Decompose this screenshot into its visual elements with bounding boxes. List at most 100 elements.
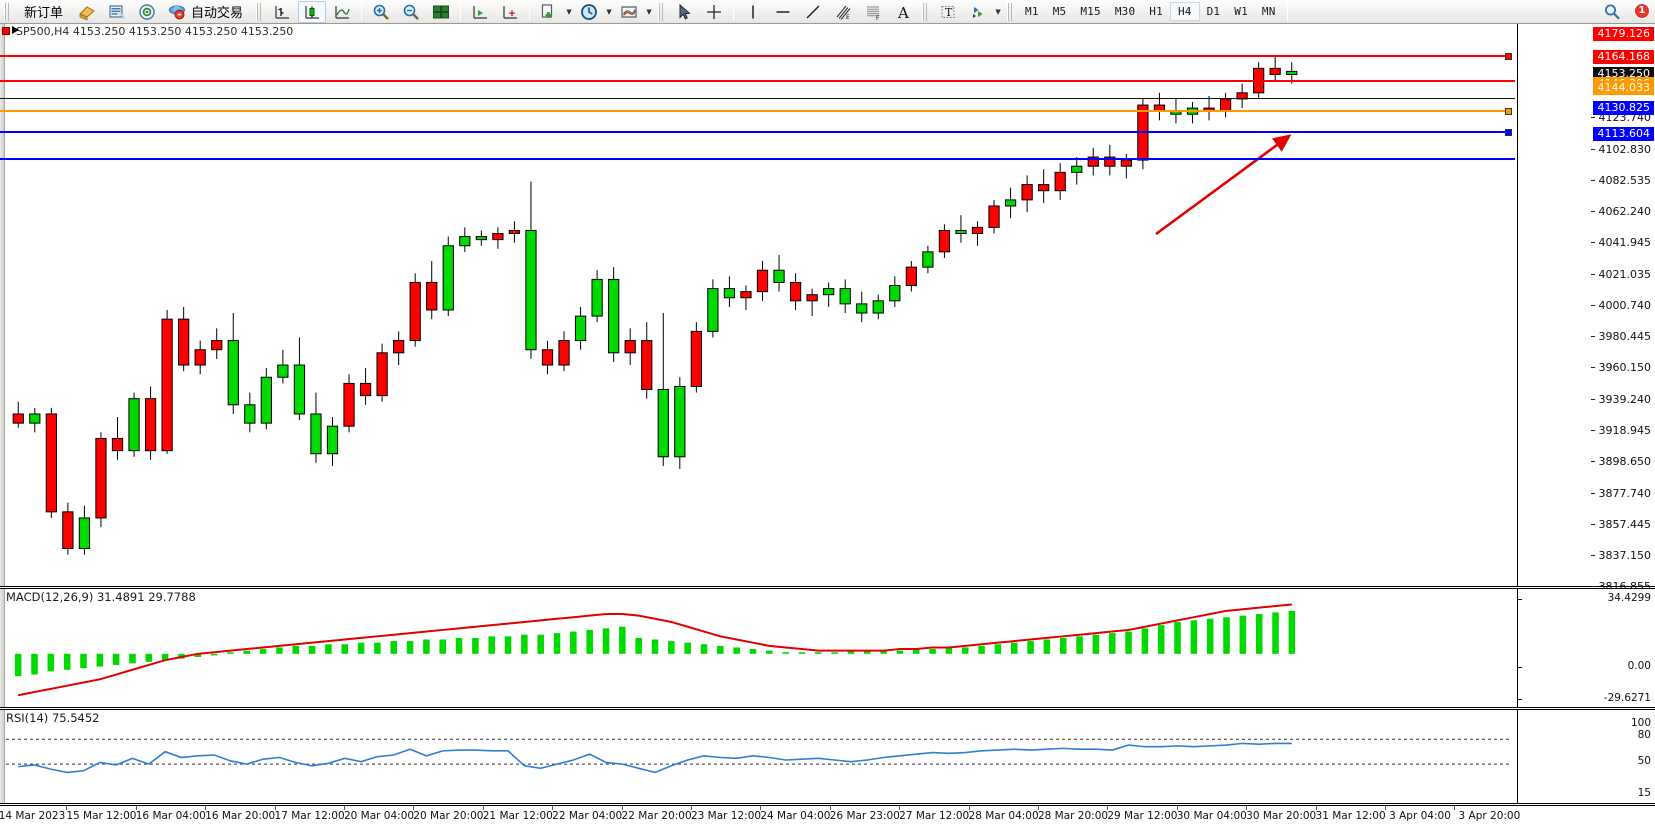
- line-chart-icon: [335, 5, 350, 19]
- zoom-out-button[interactable]: [397, 1, 425, 23]
- new-chart-icon: [541, 3, 553, 18]
- equidistant-channel-button[interactable]: E: [829, 1, 857, 23]
- time-tick: 3 Apr 20:00: [1458, 810, 1521, 822]
- time-tick: 24 Mar 04:00: [760, 810, 831, 822]
- templates-icon: [621, 5, 637, 18]
- price-badge-last-price[interactable]: 4153.250: [1592, 66, 1654, 81]
- bar-chart-button[interactable]: [268, 1, 296, 23]
- candle: [756, 269, 769, 293]
- timeframe-m1[interactable]: M1: [1025, 5, 1039, 18]
- zoom-in-button[interactable]: [367, 1, 395, 23]
- toolbar-grip-5[interactable]: [1007, 2, 1015, 21]
- trend-arrow-annotation[interactable]: [0, 24, 1518, 587]
- macd-pane[interactable]: MACD(12,26,9) 31.4891 29.7788 34.4299 0.…: [0, 588, 1655, 708]
- crosshair-button[interactable]: [700, 1, 728, 23]
- price-tick: 3939.240: [1590, 393, 1651, 406]
- autotrading-button[interactable]: 自动交易: [163, 1, 251, 23]
- tile-windows-button[interactable]: [427, 1, 455, 23]
- auto-scroll-button[interactable]: [496, 1, 524, 23]
- search-button[interactable]: [1598, 1, 1626, 23]
- objects-button[interactable]: [964, 1, 992, 23]
- candle: [111, 437, 124, 452]
- candle: [376, 352, 388, 397]
- rsi-left-grip[interactable]: [0, 710, 5, 803]
- autotrading-label: 自动交易: [191, 6, 244, 21]
- timeframe-w1[interactable]: W1: [1234, 5, 1248, 18]
- line-chart-button[interactable]: [328, 1, 356, 23]
- timeframe-d1[interactable]: D1: [1206, 5, 1221, 18]
- candle: [359, 382, 372, 397]
- text-button[interactable]: A: [889, 1, 917, 23]
- chart-shift-button[interactable]: [466, 1, 494, 23]
- candle: [277, 364, 289, 378]
- data-window-button[interactable]: [103, 1, 131, 23]
- candle: [1021, 184, 1033, 201]
- candlestick-chart-button[interactable]: [298, 0, 327, 23]
- candle: [29, 413, 41, 424]
- candle: [1104, 156, 1116, 167]
- candle: [144, 398, 157, 452]
- candle: [591, 278, 603, 317]
- new-chart-button[interactable]: [535, 1, 563, 23]
- price-badge-stop-loss[interactable]: 4113.604: [1592, 127, 1654, 142]
- rsi-pane[interactable]: RSI(14) 75.5452 100 80 50 15: [0, 709, 1655, 804]
- new-order-button[interactable]: 新订单: [16, 1, 71, 23]
- price-badge-take-profit-1[interactable]: 4164.168: [1592, 49, 1654, 64]
- candle: [211, 340, 223, 351]
- navigator-button[interactable]: [133, 1, 161, 23]
- toolbar-grip[interactable]: [4, 2, 11, 21]
- price-badge-take-profit-2[interactable]: 4179.126: [1592, 26, 1654, 41]
- period-dropdown-arrow[interactable]: ▼: [606, 7, 612, 16]
- toolbar-grip-2[interactable]: [256, 2, 264, 21]
- timeframe-m30[interactable]: M30: [1114, 5, 1136, 18]
- timeframe-h4[interactable]: H4: [1169, 2, 1200, 21]
- timeframe-m5[interactable]: M5: [1052, 5, 1067, 18]
- price-pane[interactable]: SP500,H4 4153.250 4153.250 4153.250 4153…: [0, 24, 1655, 593]
- objects-dropdown-arrow[interactable]: ▼: [995, 7, 1001, 16]
- time-tick-separator: [1315, 806, 1317, 810]
- price-badge-entry-price-2[interactable]: 4144.033: [1592, 80, 1654, 95]
- cursor-button[interactable]: [670, 1, 698, 23]
- price-tick: 3898.650: [1590, 455, 1651, 468]
- macd-left-grip[interactable]: [0, 589, 5, 707]
- time-tick: 26 Mar 23:00: [829, 810, 900, 822]
- chart-area[interactable]: SP500,H4 4153.250 4153.250 4153.250 4153…: [0, 24, 1655, 826]
- time-tick-separator: [760, 806, 762, 810]
- templates-button[interactable]: [615, 1, 643, 23]
- candle: [525, 229, 537, 351]
- chart-object-marker[interactable]: [2, 27, 10, 35]
- toolbar-grip-4[interactable]: [922, 2, 930, 21]
- time-tick-separator: [899, 806, 901, 810]
- trendline-button[interactable]: [799, 1, 827, 23]
- candle: [442, 245, 454, 311]
- fibonacci-button[interactable]: F: [859, 1, 887, 23]
- time-tick: 21 Mar 12:00: [482, 810, 553, 822]
- timeframe-mn[interactable]: MN: [1261, 5, 1276, 18]
- pane-left-grip[interactable]: [0, 24, 5, 586]
- alerts-button[interactable]: 1: [1628, 1, 1654, 23]
- new-chart-dropdown-arrow[interactable]: ▼: [566, 7, 572, 16]
- chart-expand-icon[interactable]: [12, 26, 19, 34]
- text-label-button[interactable]: T: [934, 1, 962, 23]
- data-window-icon: [109, 5, 126, 19]
- rsi-scale-50: 50: [1637, 755, 1651, 767]
- price-badge-support-1[interactable]: 4130.825: [1592, 100, 1654, 115]
- expert-advisors-button[interactable]: [73, 1, 101, 23]
- timeframe-h1[interactable]: H1: [1149, 5, 1163, 18]
- chart-title: SP500,H4 4153.250 4153.250 4153.250 4153…: [16, 25, 294, 38]
- candle: [839, 288, 851, 305]
- period-button[interactable]: [575, 1, 603, 23]
- candle: [128, 398, 140, 452]
- macd-signal-line: [17, 603, 1292, 697]
- time-tick: 30 Mar 04:00: [1176, 810, 1247, 822]
- toolbar-grip-3[interactable]: [658, 2, 666, 21]
- templates-dropdown-arrow[interactable]: ▼: [646, 7, 652, 16]
- candle: [1071, 165, 1083, 173]
- price-tick: 4021.035: [1590, 268, 1651, 281]
- time-tick-separator: [413, 806, 415, 810]
- horizontal-line-button[interactable]: [769, 1, 797, 23]
- vertical-line-button[interactable]: [739, 1, 767, 23]
- candle: [492, 233, 504, 241]
- timeframe-m15[interactable]: M15: [1080, 5, 1101, 18]
- time-axis[interactable]: 14 Mar 2023 15 Mar 12:00 16 Mar 04:00 16 Ma…: [0, 805, 1655, 826]
